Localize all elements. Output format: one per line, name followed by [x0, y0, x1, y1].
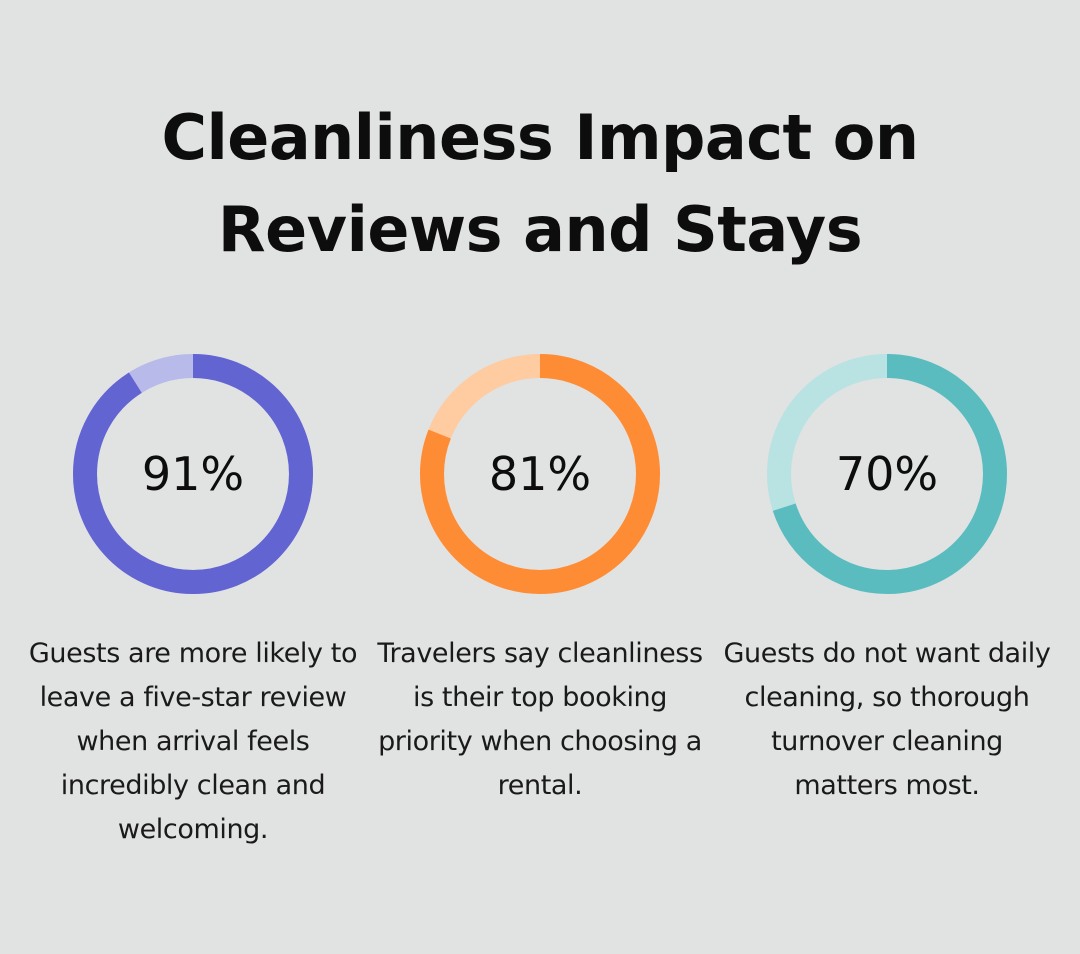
stat-description-3: Guests do not want daily cleaning, so th… [723, 638, 1051, 801]
stat-card-3: 70% Guests do not want daily cleaning, s… [722, 352, 1052, 808]
stat-card-1: 91% Guests are more likely to leave a fi… [28, 352, 358, 852]
donut-chart-1: 91% [73, 354, 313, 594]
title-line-2: Reviews and Stays [217, 193, 863, 266]
title-line-1: Cleanliness Impact on [161, 101, 919, 174]
donut-arc-2 [420, 354, 660, 594]
stat-card-2: 81% Travelers say cleanliness is their t… [375, 352, 705, 808]
donut-value-1: 91% [142, 447, 244, 501]
page-title: Cleanliness Impact on Reviews and Stays [0, 92, 1080, 276]
stat-description-2: Travelers say cleanliness is their top b… [377, 638, 703, 801]
donut-value-3: 70% [836, 447, 938, 501]
donut-value-2: 81% [489, 447, 591, 501]
donut-chart-2: 81% [420, 354, 660, 594]
stat-description-1: Guests are more likely to leave a five-s… [28, 638, 358, 845]
donut-arc-3 [767, 354, 1007, 594]
donut-arc-1 [73, 354, 313, 594]
donut-chart-3: 70% [767, 354, 1007, 594]
